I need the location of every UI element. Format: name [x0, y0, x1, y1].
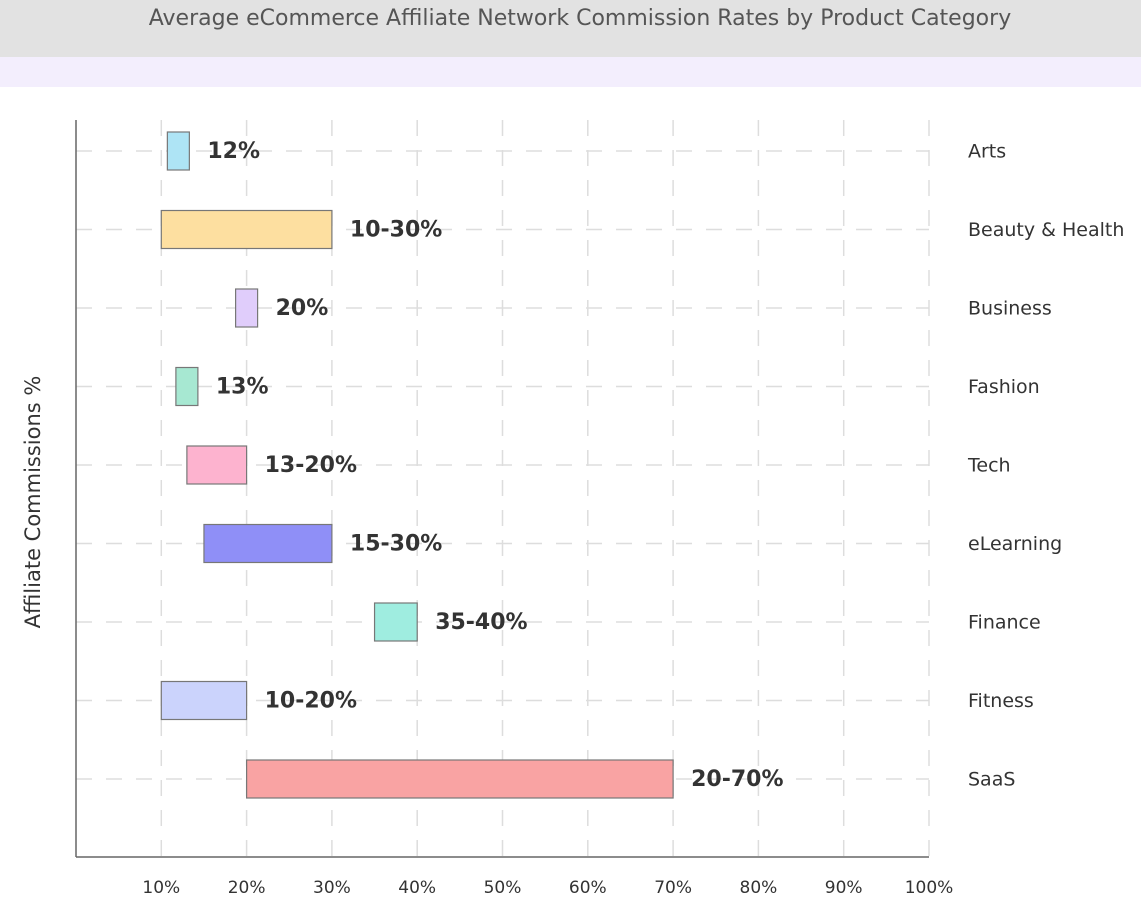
value-label: 10-20%	[265, 689, 357, 714]
grid: 10% 20% 30% 40% 50% 60% 70% 80% 90% 100%	[76, 120, 953, 898]
marks: 12% Arts 10-30% Beauty & Health 20% Business 1…	[160, 131, 1124, 799]
bar	[186, 445, 248, 485]
category-label: Tech	[967, 455, 1011, 477]
category-label: eLearning	[968, 533, 1062, 555]
sub-band	[0, 57, 1141, 87]
value-label: 10-30%	[350, 218, 442, 243]
bar	[235, 288, 259, 328]
chart-title: Average eCommerce Affiliate Network Comm…	[149, 6, 1011, 31]
bar	[160, 680, 248, 721]
bar	[373, 602, 418, 642]
x-tick-label: 90%	[825, 878, 863, 898]
bar	[246, 759, 674, 799]
x-tick-label: 50%	[484, 878, 522, 898]
y-axis-title: Affiliate Commissions %	[21, 376, 45, 629]
bar	[166, 131, 190, 171]
x-tick-label: 60%	[569, 878, 607, 898]
bar	[160, 209, 333, 250]
bar	[203, 523, 333, 564]
category-label: Business	[968, 298, 1052, 320]
value-label: 13%	[216, 375, 269, 400]
bar	[175, 366, 199, 407]
category-label: Fitness	[968, 690, 1034, 712]
value-label: 20-70%	[691, 767, 783, 792]
value-label: 35-40%	[435, 610, 527, 635]
value-label: 15-30%	[350, 532, 442, 557]
x-tick-label: 40%	[398, 878, 436, 898]
category-label: SaaS	[968, 769, 1015, 791]
category-label: Beauty & Health	[968, 219, 1124, 241]
x-tick-label: 80%	[740, 878, 778, 898]
value-label: 20%	[276, 296, 329, 321]
value-label: 12%	[207, 139, 260, 164]
x-tick-label: 100%	[905, 878, 954, 898]
category-label: Finance	[968, 612, 1041, 634]
category-label: Fashion	[968, 376, 1040, 398]
header-band	[0, 0, 1141, 57]
x-tick-label: 30%	[313, 878, 351, 898]
category-label: Arts	[968, 141, 1006, 163]
value-label: 13-20%	[265, 453, 357, 478]
x-tick-label: 10%	[142, 878, 180, 898]
x-tick-label: 20%	[228, 878, 266, 898]
x-tick-label: 70%	[654, 878, 692, 898]
